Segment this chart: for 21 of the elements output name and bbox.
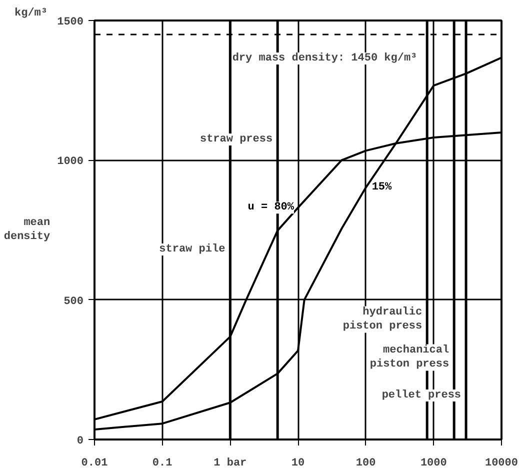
ref-line-label: dry mass density: 1450 kg/m³ (232, 52, 418, 64)
ref-line-label: pellet press (382, 390, 462, 402)
x-tick-label: 0.1 (152, 458, 173, 470)
ref-line-label: straw pile (159, 244, 226, 256)
y-tick-label: 1500 (57, 16, 84, 28)
text: kg/m³ (14, 8, 48, 20)
x-tick-label: 100 (356, 458, 376, 470)
series-label: 15% (372, 182, 392, 194)
ref-line-label: hydraulic piston press (342, 306, 422, 333)
x-tick-label: 0.01 (81, 458, 108, 470)
x-tick-label: 10 (291, 458, 305, 470)
y-tick-label: 500 (64, 296, 84, 308)
y-tick-label: 0 (76, 436, 84, 448)
x-tick-label: 10000 (484, 458, 518, 470)
x-tick-label: 1000 (420, 458, 447, 470)
series-label: u = 80% (248, 202, 294, 214)
y-tick-label: 1000 (57, 156, 84, 168)
ref-line-label: mechanical piston press (370, 344, 450, 371)
ref-line-label: straw press (200, 134, 273, 146)
x-tick-label: 1 bar (214, 458, 247, 470)
y-axis-title: mean density (4, 216, 50, 244)
